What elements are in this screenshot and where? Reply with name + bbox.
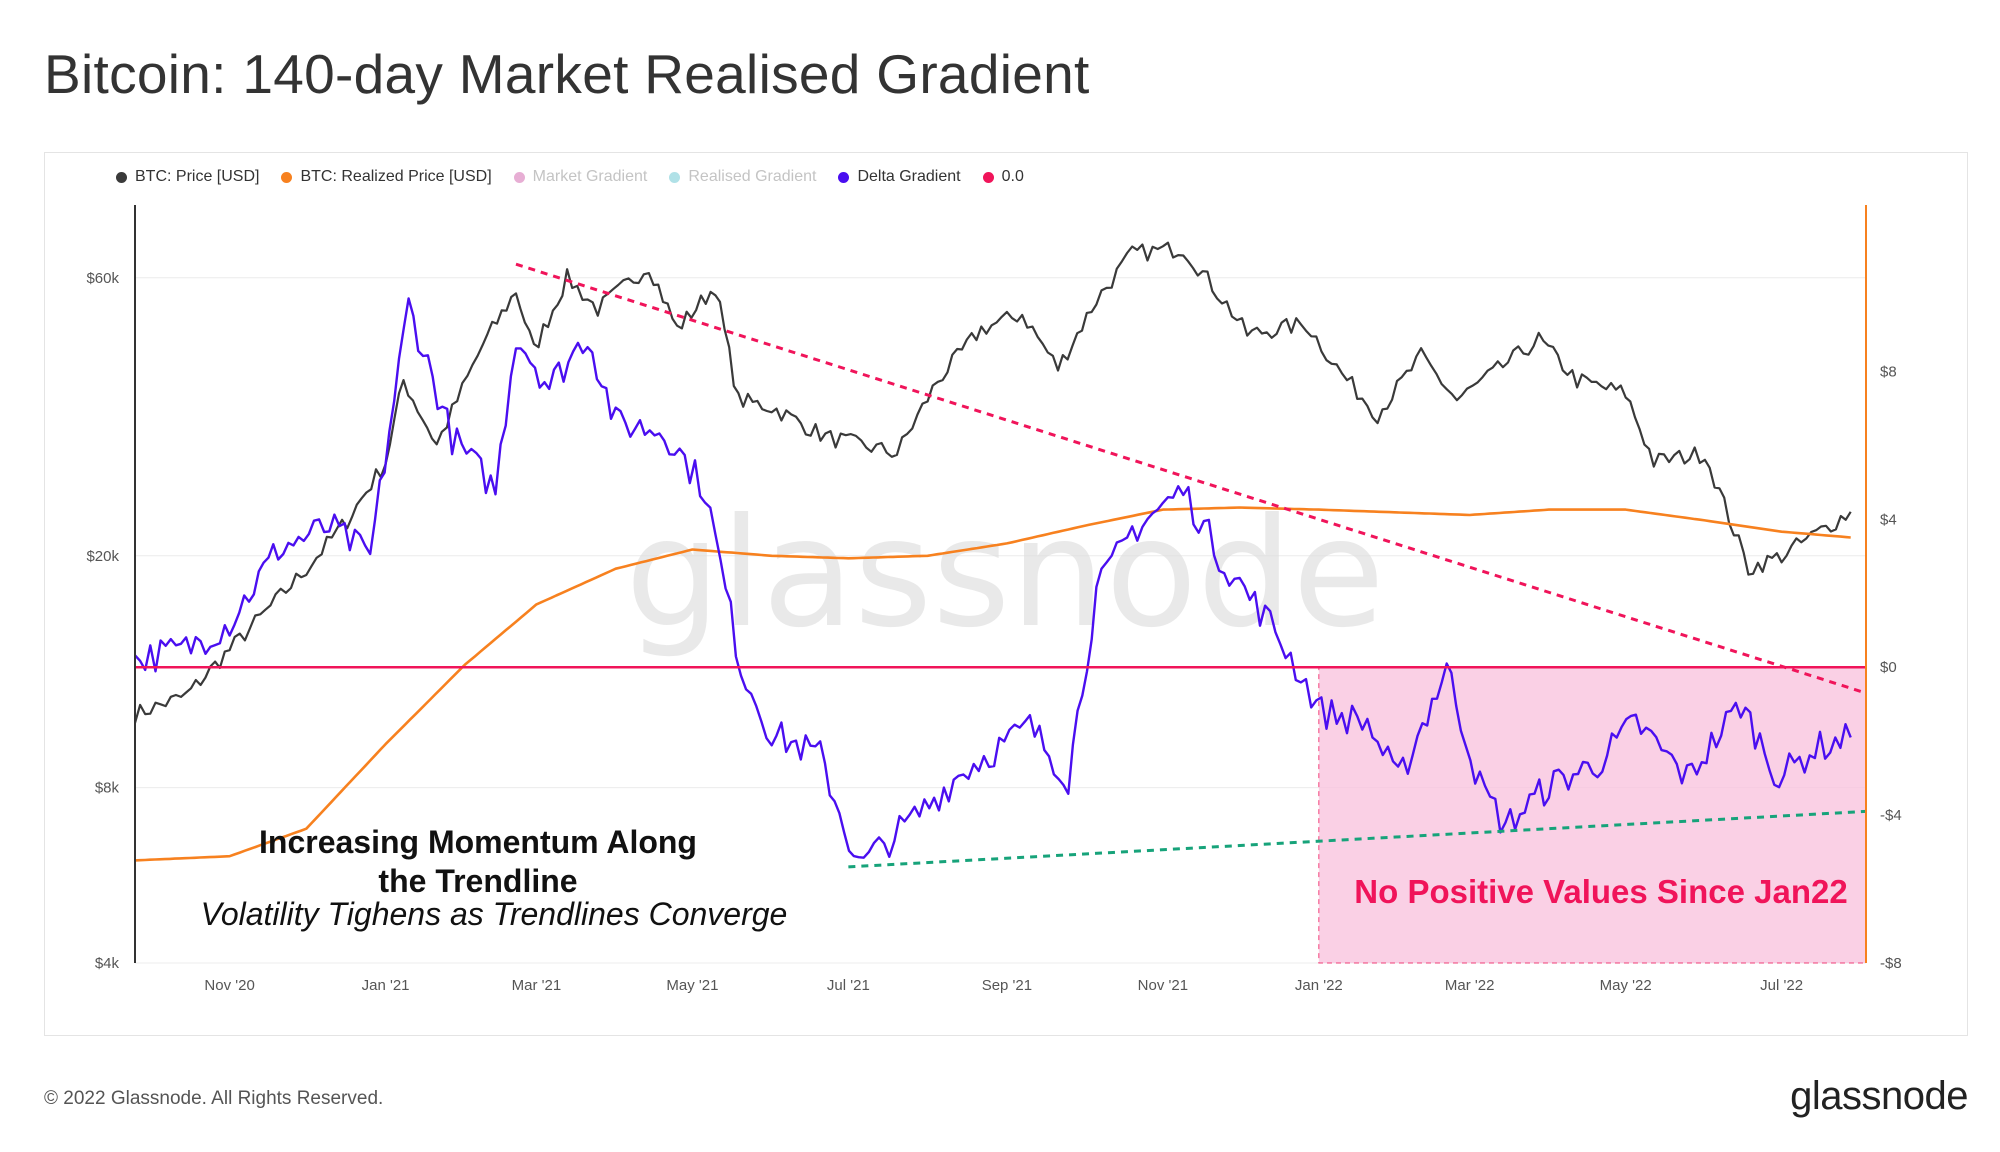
x-axis-tick-label: May '21 xyxy=(666,977,718,994)
left-axis-tick-label: $4k xyxy=(95,955,120,972)
legend-label-market-gradient: Market Gradient xyxy=(532,168,648,185)
legend-dot-price xyxy=(116,171,127,183)
watermark-text: glassnode xyxy=(625,487,1384,661)
right-axis-tick-label: $0 xyxy=(1880,659,1897,676)
legend-item-market-gradient[interactable]: Market Gradient xyxy=(513,168,648,186)
descending-trendline xyxy=(515,262,1867,695)
legend-dot-market-gradient xyxy=(513,171,525,183)
legend-dot-delta-gradient xyxy=(838,171,850,183)
axes-layer xyxy=(134,205,1867,963)
annotation-momentum-line2: the Trendline xyxy=(378,863,577,899)
legend-dot-realized-price xyxy=(281,171,293,183)
chart-legend: BTC: Price [USD] BTC: Realized Price [US… xyxy=(116,168,1024,186)
annotation-volatility: Volatility Tighens as Trendlines Converg… xyxy=(201,896,788,932)
right-axis-tick-label: -$4 xyxy=(1880,807,1902,824)
right-axis-tick-label: $8 xyxy=(1880,363,1897,380)
chart-panel xyxy=(44,152,1968,1036)
ascending-trendline xyxy=(848,809,1867,869)
legend-label-zero-line: 0.0 xyxy=(1001,168,1024,185)
left-axis-tick-label: $8k xyxy=(95,780,120,797)
series-layer xyxy=(133,241,1867,869)
left-axis-tick-label: $60k xyxy=(86,270,119,287)
x-axis-tick-label: Nov '21 xyxy=(1138,977,1188,994)
chart-title: Bitcoin: 140-day Market Realised Gradien… xyxy=(44,43,1090,105)
legend-item-delta-gradient[interactable]: Delta Gradient xyxy=(838,168,961,186)
right-axis-tick-label: $4 xyxy=(1880,511,1897,528)
legend-dot-realised-gradient xyxy=(669,171,681,183)
legend-item-realised-gradient[interactable]: Realised Gradient xyxy=(669,168,816,186)
x-axis-tick-label: Jan '22 xyxy=(1295,977,1343,994)
delta-gradient-line xyxy=(134,297,1852,859)
annotation-no-positive: No Positive Values Since Jan22 xyxy=(1354,873,1847,910)
x-axis-tick-label: Sep '21 xyxy=(982,977,1032,994)
price-line xyxy=(133,241,1852,724)
legend-item-realized-price[interactable]: BTC: Realized Price [USD] xyxy=(281,168,492,186)
realized-price-line xyxy=(134,506,1851,862)
glassnode-logo: glassnode xyxy=(1790,1074,1968,1118)
right-axis-tick-label: -$8 xyxy=(1880,955,1902,972)
x-axis-tick-label: Mar '21 xyxy=(512,977,562,994)
legend-label-realised-gradient: Realised Gradient xyxy=(688,168,817,185)
legend-dot-zero-line xyxy=(982,171,994,183)
legend-label-realized-price: BTC: Realized Price [USD] xyxy=(300,168,492,185)
x-axis-tick-label: Jan '21 xyxy=(362,977,410,994)
legend-item-price[interactable]: BTC: Price [USD] xyxy=(116,168,259,186)
x-axis-tick-label: Jul '21 xyxy=(827,977,870,994)
x-axis-tick-label: Nov '20 xyxy=(204,977,254,994)
left-axis-tick-label: $20k xyxy=(86,548,119,565)
ticks-layer: $4k $8k $20k $60k $8 $4 $0 -$4 -$8 Nov '20 Jan '21… xyxy=(86,270,1901,994)
x-axis-tick-label: Mar '22 xyxy=(1445,977,1495,994)
legend-item-zero-line[interactable]: 0.0 xyxy=(982,168,1024,186)
legend-label-price: BTC: Price [USD] xyxy=(135,168,260,185)
footer-copyright: © 2022 Glassnode. All Rights Reserved. xyxy=(44,1088,384,1109)
legend-label-delta-gradient: Delta Gradient xyxy=(857,168,961,185)
x-axis-tick-label: Jul '22 xyxy=(1760,977,1803,994)
annotation-momentum-line1: Increasing Momentum Along xyxy=(259,824,697,860)
x-axis-tick-label: May '22 xyxy=(1600,977,1652,994)
